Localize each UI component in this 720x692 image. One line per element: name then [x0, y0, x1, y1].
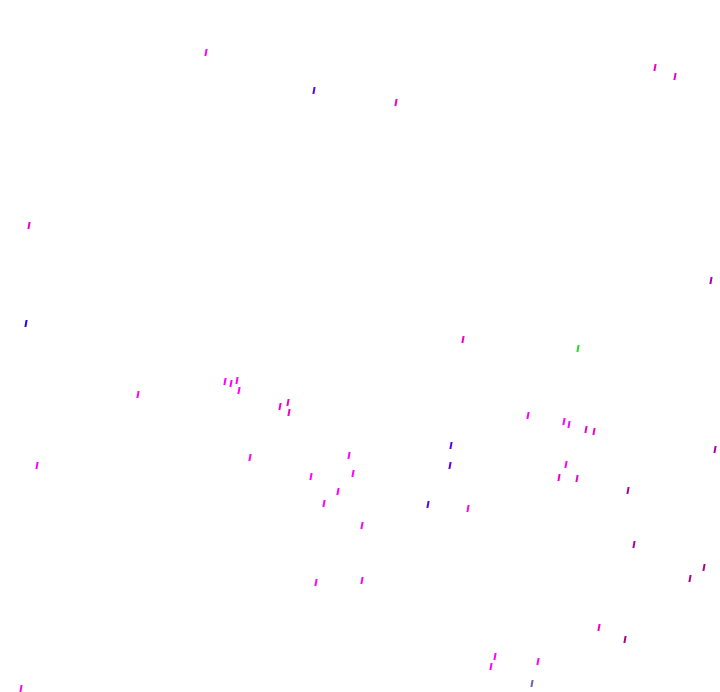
color-speck — [592, 428, 596, 435]
color-speck — [466, 505, 470, 512]
color-speck — [136, 391, 140, 398]
color-speck — [688, 575, 692, 582]
color-speck — [564, 461, 568, 468]
color-speck — [575, 475, 579, 482]
color-speck — [623, 636, 627, 643]
color-speck — [351, 470, 355, 477]
color-speck — [536, 658, 540, 665]
color-speck — [526, 412, 530, 419]
color-speck — [235, 377, 239, 384]
color-speck — [19, 685, 23, 692]
color-speck — [394, 99, 398, 106]
color-speck — [229, 380, 233, 387]
color-speck — [557, 474, 561, 481]
color-speck — [287, 409, 291, 416]
color-speck — [449, 442, 453, 449]
color-speck — [489, 663, 493, 670]
color-speck — [336, 488, 340, 495]
color-speck — [314, 579, 318, 586]
color-speck — [237, 387, 241, 394]
color-speck — [673, 73, 677, 80]
color-speck — [27, 222, 31, 229]
color-speck — [576, 345, 580, 352]
color-speck — [360, 577, 364, 584]
color-speck — [493, 653, 497, 660]
color-speck — [626, 487, 630, 494]
color-speck — [653, 64, 657, 71]
color-speck — [248, 454, 252, 461]
color-speck — [597, 624, 601, 631]
color-speck — [713, 446, 717, 453]
color-speck — [360, 522, 364, 529]
color-speck — [35, 462, 39, 469]
color-speck — [567, 421, 571, 428]
color-speck — [347, 452, 351, 459]
color-speck — [204, 49, 208, 56]
color-speck — [24, 320, 28, 327]
color-speck — [309, 473, 313, 480]
color-speck — [426, 501, 430, 508]
color-speck — [702, 564, 706, 571]
color-speck — [286, 399, 290, 406]
color-speck — [584, 426, 588, 433]
color-speck — [632, 541, 636, 548]
color-speck — [562, 418, 566, 425]
color-speck — [312, 87, 316, 94]
color-speck — [461, 336, 465, 343]
color-speck — [530, 680, 534, 687]
color-speck — [448, 462, 452, 469]
color-speck — [709, 277, 713, 284]
color-speck — [322, 500, 326, 507]
color-speck — [223, 378, 227, 385]
color-speck — [278, 403, 282, 410]
